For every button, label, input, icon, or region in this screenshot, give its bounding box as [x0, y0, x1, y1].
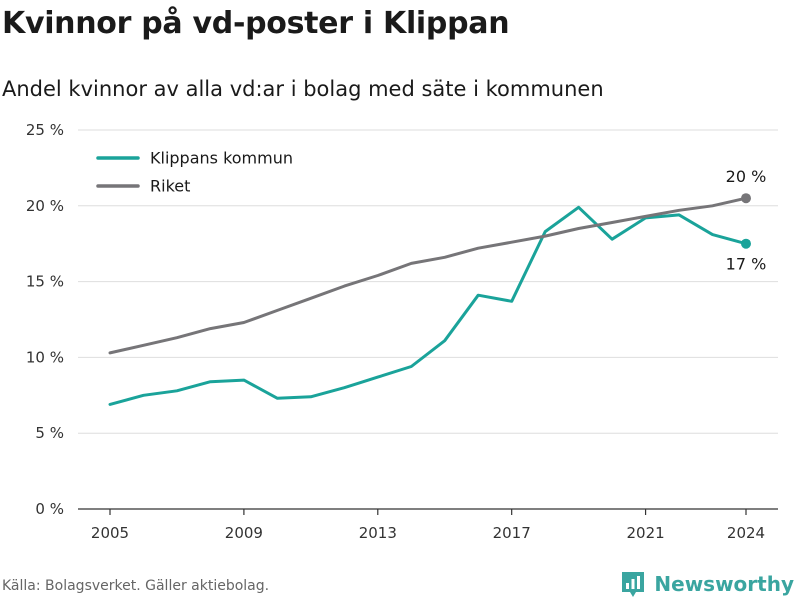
series-end-marker: [741, 238, 751, 249]
x-tick-label: 2009: [225, 524, 263, 542]
y-tick-label: 5 %: [35, 424, 64, 442]
brand-name: Newsworthy: [654, 572, 794, 596]
source-note: Källa: Bolagsverket. Gäller aktiebolag.: [2, 578, 270, 594]
x-tick-label: 2013: [359, 524, 397, 542]
grid-lines: [78, 129, 778, 434]
axes: 0 % 5 % 10 % 15 % 20 % 25 % 2005 2009 2013 2017 20…: [26, 121, 778, 542]
brand-logo: Newsworthy: [620, 570, 794, 598]
series-line: [108, 205, 748, 406]
x-tick-label: 2021: [626, 524, 664, 542]
x-tick-label: 2017: [493, 524, 531, 542]
end-labels: 17 % 20 %: [726, 167, 767, 273]
legend-label: Klippans kommun: [150, 149, 293, 168]
legend-label: Riket: [150, 177, 190, 196]
x-tick-label: 2005: [91, 524, 129, 542]
series-end-marker: [741, 193, 751, 204]
chart-subtitle: Andel kvinnor av alla vd:ar i bolag med …: [2, 77, 604, 101]
x-tick-label: 2024: [727, 524, 765, 542]
chart-title: Kvinnor på vd-poster i Klippan: [2, 6, 510, 41]
y-tick-label: 25 %: [26, 121, 64, 139]
series-end-label: 17 %: [726, 255, 767, 274]
legend: Klippans kommun Riket: [96, 149, 293, 196]
y-tick-label: 0 %: [35, 500, 64, 518]
y-tick-label: 15 %: [26, 273, 64, 291]
series-lines: [108, 193, 751, 406]
series-line: [108, 196, 748, 355]
y-tick-label: 10 %: [26, 348, 64, 366]
newsworthy-logo-icon: [622, 572, 645, 597]
y-tick-label: 20 %: [26, 197, 64, 215]
series-end-label: 20 %: [726, 167, 767, 186]
